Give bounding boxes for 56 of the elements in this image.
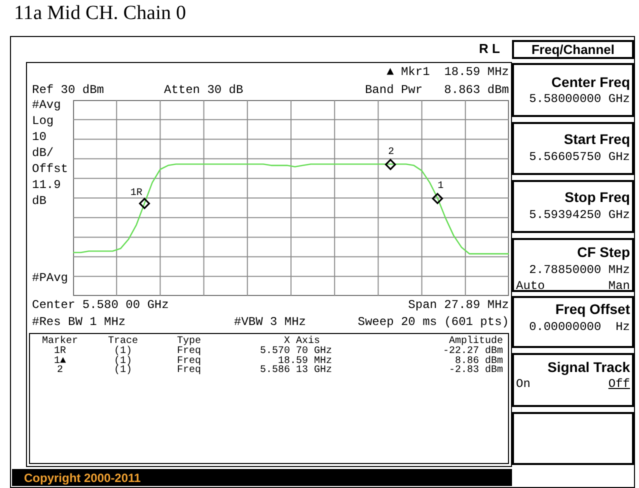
text: Freq	[177, 346, 202, 357]
text: 11.9	[32, 178, 61, 192]
text: Type	[177, 336, 202, 347]
text: R L	[479, 41, 500, 58]
text: Offst	[32, 162, 68, 176]
text: Marker	[42, 336, 78, 347]
text: Center 5.580 00 GHz	[32, 298, 169, 312]
text: (1)	[114, 365, 132, 377]
text: Start Freq	[564, 130, 630, 148]
text: X Axis	[284, 336, 320, 347]
text: 1R	[54, 346, 66, 357]
annotation: 1R	[130, 188, 142, 199]
text: dB	[32, 194, 46, 208]
text: (1)	[114, 346, 132, 357]
text: 2	[388, 147, 394, 158]
text: Off	[608, 376, 630, 391]
text: #PAvg	[32, 270, 68, 285]
text: #VBW 3 MHz	[234, 314, 306, 329]
text: Atten 30 dB	[164, 82, 244, 97]
text: Copyright 2000-2011	[24, 470, 141, 485]
text: ▲ Mkr1 18.59 MHz	[386, 64, 509, 79]
text: 10	[32, 130, 46, 144]
text: Freq/Channel	[531, 42, 615, 58]
text: Log	[32, 114, 54, 128]
text: 5.59394250 GHz	[529, 208, 630, 222]
text: Man	[608, 278, 630, 293]
text: Stop Freq	[564, 188, 630, 206]
text: 2	[56, 365, 64, 377]
text: Center Freq	[551, 74, 630, 91]
text: 5.586 13 GHz	[260, 365, 332, 377]
text: dB/	[32, 146, 54, 160]
text: Ref 30 dBm	[32, 82, 104, 97]
text: 2.78850000 MHz	[529, 262, 630, 277]
text: 5.58000000 GHz	[529, 92, 630, 106]
text: -2.83 dBm	[448, 365, 503, 377]
text: -22.27 dBm	[442, 346, 503, 357]
text: Freq Offset	[555, 300, 630, 318]
text: Auto	[516, 278, 545, 293]
text: Signal Track	[548, 358, 630, 376]
text: Band Pwr 8.863 dBm	[364, 82, 509, 97]
text: 0.00000000 Hz	[529, 320, 630, 334]
text: CF Step	[577, 244, 630, 261]
text: Freq	[177, 356, 202, 367]
text: 5.570 70 GHz	[260, 346, 332, 357]
text: (1)	[114, 356, 132, 367]
text: 5.56605750 GHz	[529, 150, 630, 164]
text: On	[516, 376, 530, 391]
text: #Avg	[32, 98, 61, 112]
annotation: 1	[438, 181, 444, 192]
text: Amplitude	[448, 336, 503, 347]
chart-title: 11a Mid CH. Chain 0	[14, 2, 186, 25]
text: Sweep 20 ms (601 pts)	[358, 314, 509, 329]
text: #Res BW 1 MHz	[32, 314, 126, 329]
text: Freq	[177, 365, 202, 377]
text: Span 27.89 MHz	[408, 298, 509, 312]
text: Trace	[108, 336, 138, 347]
